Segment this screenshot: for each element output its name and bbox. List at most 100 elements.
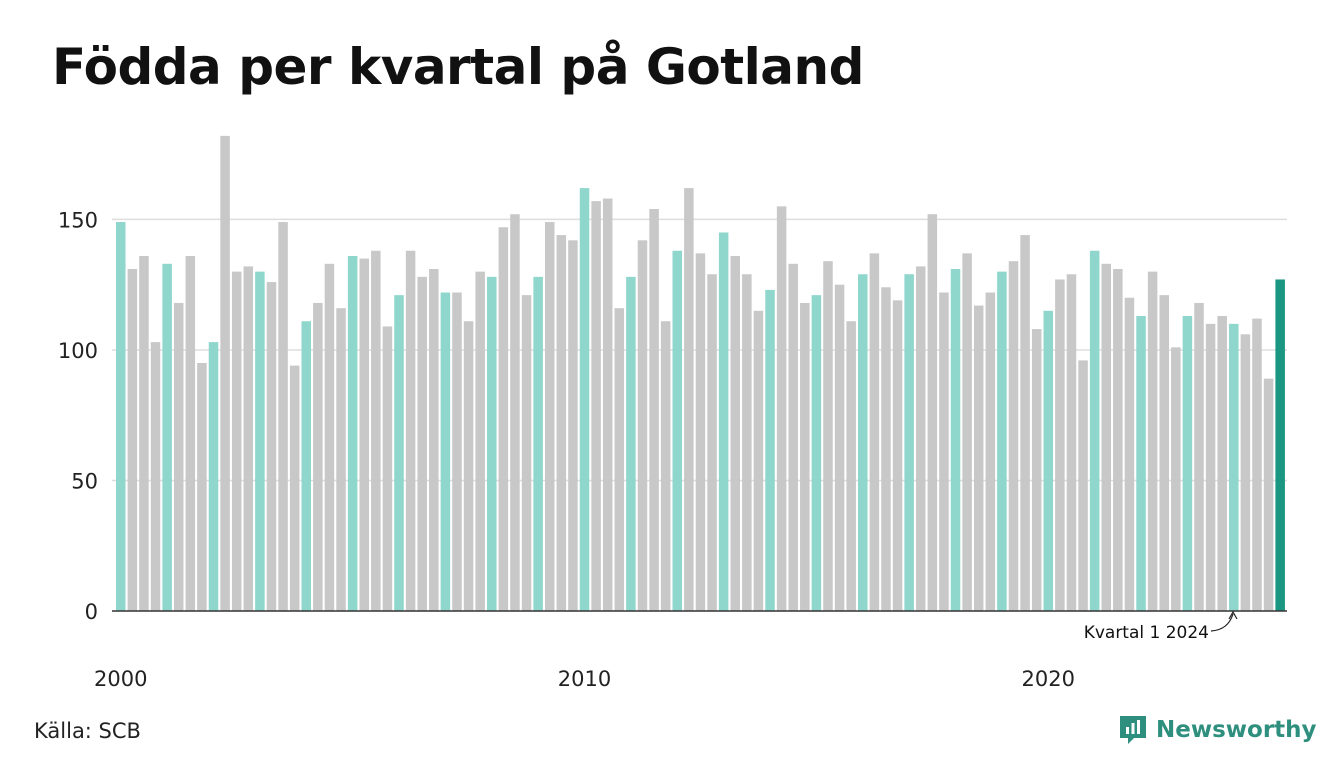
bar bbox=[1043, 310, 1054, 611]
bar bbox=[231, 271, 242, 611]
bar bbox=[834, 284, 845, 611]
x-tick-label: 2010 bbox=[558, 667, 611, 691]
bar bbox=[811, 295, 822, 611]
bar bbox=[1124, 297, 1135, 611]
bar bbox=[116, 222, 126, 611]
bar bbox=[660, 321, 671, 611]
bar bbox=[452, 292, 462, 611]
x-tick-label: 2020 bbox=[1022, 667, 1075, 691]
bar bbox=[881, 287, 891, 611]
bar bbox=[533, 276, 543, 611]
bar bbox=[521, 295, 532, 611]
y-tick-label: 150 bbox=[58, 208, 98, 232]
bar bbox=[371, 250, 381, 611]
bar bbox=[985, 292, 996, 611]
bar bbox=[544, 222, 555, 611]
y-tick-label: 0 bbox=[85, 600, 98, 624]
bar bbox=[301, 321, 312, 611]
bar bbox=[139, 255, 149, 611]
bar bbox=[892, 300, 903, 611]
bar bbox=[753, 310, 764, 611]
bar bbox=[487, 276, 497, 611]
bar bbox=[1113, 269, 1123, 611]
bar bbox=[127, 269, 138, 611]
bar bbox=[1182, 316, 1193, 611]
bar bbox=[776, 206, 787, 611]
bar bbox=[336, 308, 346, 611]
axes: 0 50 100 150 2000 2010 2020 bbox=[58, 208, 1287, 691]
annotation-arrowhead bbox=[1228, 610, 1238, 620]
bar bbox=[1171, 347, 1181, 611]
bar bbox=[510, 214, 520, 611]
bar bbox=[1136, 316, 1146, 611]
bar bbox=[1020, 235, 1030, 611]
bar bbox=[382, 326, 393, 611]
bar bbox=[1217, 316, 1227, 611]
bar bbox=[1055, 279, 1065, 611]
bar bbox=[243, 266, 254, 611]
bar bbox=[463, 321, 474, 611]
bar bbox=[626, 276, 636, 611]
bar bbox=[556, 235, 567, 611]
newsworthy-logo-icon bbox=[1120, 716, 1146, 744]
bar bbox=[869, 253, 880, 612]
bar bbox=[962, 253, 972, 612]
bar bbox=[1147, 271, 1158, 611]
bar bbox=[788, 263, 798, 611]
bar bbox=[1229, 323, 1239, 611]
bar bbox=[208, 342, 219, 611]
bar bbox=[278, 222, 288, 611]
annotation-label: Kvartal 1 2024 bbox=[1084, 623, 1209, 643]
bar bbox=[1159, 295, 1169, 611]
bar bbox=[289, 365, 300, 611]
x-tick-label: 2000 bbox=[94, 667, 147, 691]
bar bbox=[591, 201, 601, 611]
bar bbox=[765, 289, 775, 611]
bar bbox=[475, 271, 485, 611]
source-label: Källa: SCB bbox=[34, 719, 141, 743]
bars bbox=[116, 135, 1285, 612]
bar bbox=[324, 263, 335, 611]
bar bbox=[800, 302, 810, 611]
annotation: Kvartal 1 2024 bbox=[1084, 610, 1238, 643]
bar bbox=[1078, 360, 1088, 611]
bar bbox=[405, 250, 416, 611]
bar bbox=[255, 271, 265, 611]
bar bbox=[498, 227, 509, 611]
y-tick-label: 100 bbox=[58, 339, 98, 363]
bar bbox=[695, 253, 706, 612]
bar bbox=[429, 269, 439, 611]
bar bbox=[150, 342, 161, 611]
bar bbox=[347, 255, 358, 611]
bar bbox=[313, 302, 323, 611]
bar bbox=[266, 282, 277, 611]
bar bbox=[162, 263, 172, 611]
bar bbox=[672, 250, 683, 611]
bar bbox=[1275, 279, 1285, 611]
bar bbox=[927, 214, 938, 611]
chart-title: Födda per kvartal på Gotland bbox=[52, 38, 864, 96]
bar bbox=[858, 274, 868, 611]
bar bbox=[718, 232, 729, 611]
bar bbox=[649, 208, 659, 612]
bar bbox=[440, 292, 451, 611]
bar bbox=[1008, 261, 1019, 611]
bar bbox=[637, 240, 648, 611]
y-tick-label: 50 bbox=[71, 469, 98, 493]
bar bbox=[614, 308, 625, 611]
bar bbox=[185, 255, 196, 611]
annotation-arrow bbox=[1210, 613, 1234, 632]
bar bbox=[707, 274, 717, 611]
bar bbox=[684, 188, 694, 611]
bar bbox=[939, 292, 949, 611]
bar bbox=[173, 302, 184, 611]
bar bbox=[1205, 323, 1216, 611]
bar bbox=[359, 258, 369, 611]
bar-chart: 0 50 100 150 2000 2010 2020 Kvartal 1 2024 bbox=[58, 135, 1287, 691]
brand-logo[interactable]: Newsworthy bbox=[1118, 714, 1317, 746]
bar bbox=[846, 321, 856, 611]
bar bbox=[568, 240, 578, 611]
bar bbox=[1066, 274, 1077, 611]
bar bbox=[1263, 378, 1274, 611]
bar bbox=[730, 255, 740, 611]
